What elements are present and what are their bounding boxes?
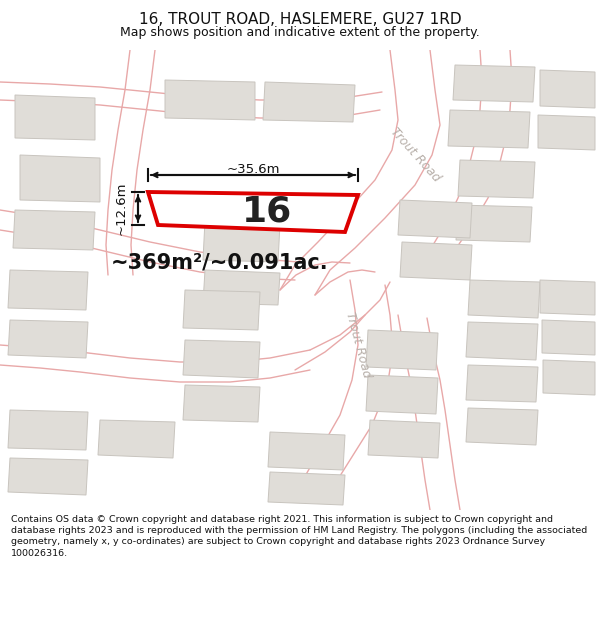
Polygon shape [20,155,100,202]
Polygon shape [263,82,355,122]
Polygon shape [183,290,260,330]
Polygon shape [366,330,438,370]
Polygon shape [368,420,440,458]
Text: Map shows position and indicative extent of the property.: Map shows position and indicative extent… [120,26,480,39]
Polygon shape [8,270,88,310]
Polygon shape [8,458,88,495]
Polygon shape [165,80,255,120]
Polygon shape [466,408,538,445]
Text: 16, TROUT ROAD, HASLEMERE, GU27 1RD: 16, TROUT ROAD, HASLEMERE, GU27 1RD [139,12,461,28]
Polygon shape [398,200,472,238]
Text: Contains OS data © Crown copyright and database right 2021. This information is : Contains OS data © Crown copyright and d… [11,514,587,558]
Polygon shape [183,340,260,378]
Polygon shape [543,360,595,395]
Text: ~35.6m: ~35.6m [226,163,280,176]
Polygon shape [542,320,595,355]
Text: Trout Road: Trout Road [343,311,373,379]
Polygon shape [540,280,595,315]
Polygon shape [203,270,280,305]
Polygon shape [268,432,345,470]
Polygon shape [400,242,472,280]
Polygon shape [538,115,595,150]
Polygon shape [183,385,260,422]
Polygon shape [8,320,88,358]
Polygon shape [540,70,595,108]
Polygon shape [468,280,540,318]
Text: ~369m²/~0.091ac.: ~369m²/~0.091ac. [111,252,329,272]
Polygon shape [366,375,438,414]
Polygon shape [268,472,345,505]
Polygon shape [13,210,95,250]
Text: 16: 16 [242,194,292,228]
Polygon shape [148,192,358,232]
Polygon shape [8,410,88,450]
Text: ~12.6m: ~12.6m [115,182,128,235]
Text: Trout Road: Trout Road [388,126,443,184]
Polygon shape [466,365,538,402]
Polygon shape [448,110,530,148]
Polygon shape [15,95,95,140]
Polygon shape [458,160,535,198]
Polygon shape [203,220,280,262]
Polygon shape [98,420,175,458]
Polygon shape [466,322,538,360]
Polygon shape [453,65,535,102]
Polygon shape [456,205,532,242]
